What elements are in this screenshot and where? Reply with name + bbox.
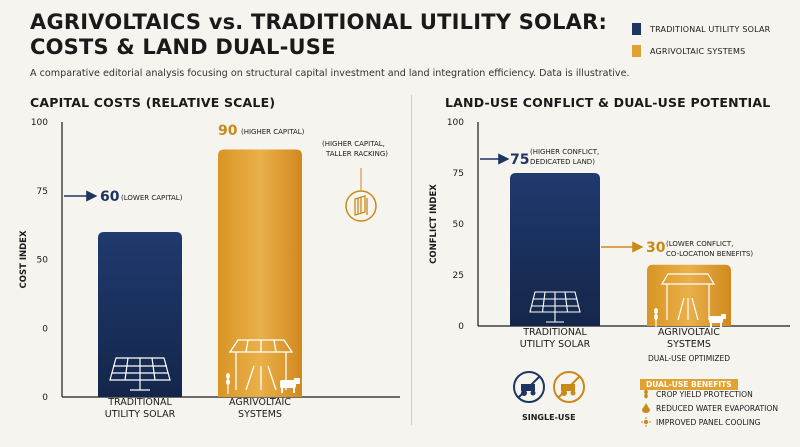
- cow-icon-right: [709, 314, 726, 327]
- chart1-category-label: UTILITY SOLAR: [520, 339, 591, 350]
- legend-swatch-traditional: [632, 23, 641, 35]
- chart0-y-tick-label: 75: [37, 187, 48, 197]
- benefits-list: CROP YIELD PROTECTION REDUCED WATER EVAP…: [641, 387, 791, 429]
- chart0-y-tick-label: 50: [37, 256, 49, 266]
- title-line-1: AGRIVOLTAICS vs. TRADITIONAL UTILITY SOL…: [30, 10, 608, 34]
- chart1-category-label: TRADITIONAL: [522, 327, 587, 338]
- chart1-y-tick-label: 0: [458, 322, 464, 332]
- chart0-category-label: SYSTEMS: [238, 409, 282, 420]
- capital-costs-title: CAPITAL COSTS (RELATIVE SCALE): [30, 95, 276, 110]
- chart0-y-tick-label: 0: [42, 324, 48, 334]
- chart0-y-tick-label: 100: [31, 118, 48, 128]
- wheat-icon-right: [654, 308, 658, 327]
- dual-use-benefits: DUAL-USE BENEFITS: [640, 372, 738, 391]
- chart1-bar-1: [647, 264, 731, 326]
- chart0-side-note: (HIGHER CAPITAL,: [322, 140, 385, 148]
- chart1-bar-0: [510, 173, 600, 326]
- chart1-value-label: 30: [646, 240, 666, 256]
- benefit-label-water: REDUCED WATER EVAPORATION: [656, 403, 779, 413]
- chart1-value-label: 75: [510, 152, 529, 168]
- no-crops-icon: [513, 371, 545, 403]
- chart0-bar-0: [98, 232, 182, 397]
- chart1-y-tick-label: 25: [453, 271, 464, 281]
- page-title: AGRIVOLTAICS vs. TRADITIONAL UTILITY SOL…: [30, 10, 607, 60]
- chart0-value-label: 90: [218, 123, 238, 139]
- chart1-y-tick-label: 50: [453, 220, 465, 230]
- wheat-icon: [644, 389, 648, 399]
- benefit-item-water: REDUCED WATER EVAPORATION: [641, 401, 791, 415]
- chart0-y-axis-label: COST INDEX: [19, 230, 29, 288]
- chart0-annotation: (LOWER CAPITAL): [121, 194, 183, 202]
- chart0-y-tick-label: 0: [42, 393, 48, 403]
- benefit-label-cooling: IMPROVED PANEL COOLING: [656, 417, 761, 427]
- chart1-y-tick-label: 100: [447, 118, 464, 128]
- chart1-category-label: AGRIVOLTAIC: [658, 327, 720, 338]
- chart0-annotation: (HIGHER CAPITAL): [241, 128, 305, 136]
- chart1-annotation: (HIGHER CONFLICT,: [530, 148, 599, 156]
- water-drop-icon: [642, 403, 650, 413]
- racking-icon: [345, 190, 377, 222]
- chart1-annotation: CO-LOCATION BENEFITS): [666, 250, 753, 258]
- sun-icon: [641, 417, 651, 427]
- panel-divider: [411, 95, 412, 425]
- chart1-y-tick-label: 75: [453, 169, 464, 179]
- no-tractor-icon: [553, 371, 585, 403]
- solar-panel-icon: [109, 357, 171, 391]
- solar-panel-icon-right: [529, 291, 581, 323]
- chart0-category-label: AGRIVOLTAIC: [229, 397, 291, 408]
- legend-label-traditional: TRADITIONAL UTILITY SOLAR: [650, 24, 771, 34]
- title-line-2: COSTS & LAND DUAL-USE: [30, 35, 336, 59]
- benefit-item-crop: CROP YIELD PROTECTION: [641, 387, 791, 401]
- cow-icon: [280, 378, 300, 393]
- chart1-y-axis-label: CONFLICT INDEX: [429, 184, 439, 264]
- chart0-side-note: TALLER RACKING): [325, 150, 388, 158]
- chart1-annotation: DEDICATED LAND): [530, 158, 595, 166]
- chart0-category-label: UTILITY SOLAR: [105, 409, 176, 420]
- chart1-annotation: (LOWER CONFLICT,: [666, 240, 733, 248]
- legend-item-agrivoltaic: AGRIVOLTAIC SYSTEMS: [632, 44, 770, 58]
- land-use-title: LAND-USE CONFLICT & DUAL-USE POTENTIAL: [445, 95, 771, 110]
- chart1-category-label: SYSTEMS: [667, 339, 711, 350]
- legend-label-agrivoltaic: AGRIVOLTAIC SYSTEMS: [650, 46, 746, 56]
- benefits-heading: DUAL-USE BENEFITS: [640, 379, 738, 390]
- benefit-item-cooling: IMPROVED PANEL COOLING: [641, 415, 791, 429]
- benefit-label-crop: CROP YIELD PROTECTION: [656, 389, 753, 399]
- agrivoltaic-structure-icon: [228, 339, 294, 391]
- chart0-bar-1: [218, 149, 302, 397]
- legend: TRADITIONAL UTILITY SOLAR AGRIVOLTAIC SY…: [632, 22, 770, 66]
- chart0-category-label: TRADITIONAL: [107, 397, 172, 408]
- legend-swatch-agrivoltaic: [632, 45, 641, 57]
- page-subtitle: A comparative editorial analysis focusin…: [30, 68, 630, 79]
- wheat-icon: [226, 373, 230, 394]
- single-use-icons: [513, 371, 585, 403]
- legend-item-traditional: TRADITIONAL UTILITY SOLAR: [632, 22, 770, 36]
- agrivoltaic-structure-icon-right: [660, 273, 716, 321]
- chart0-value-label: 60: [100, 189, 120, 205]
- chart1-category-sublabel: DUAL-USE OPTIMIZED: [648, 354, 730, 363]
- single-use-label: SINGLE-USE: [522, 413, 576, 422]
